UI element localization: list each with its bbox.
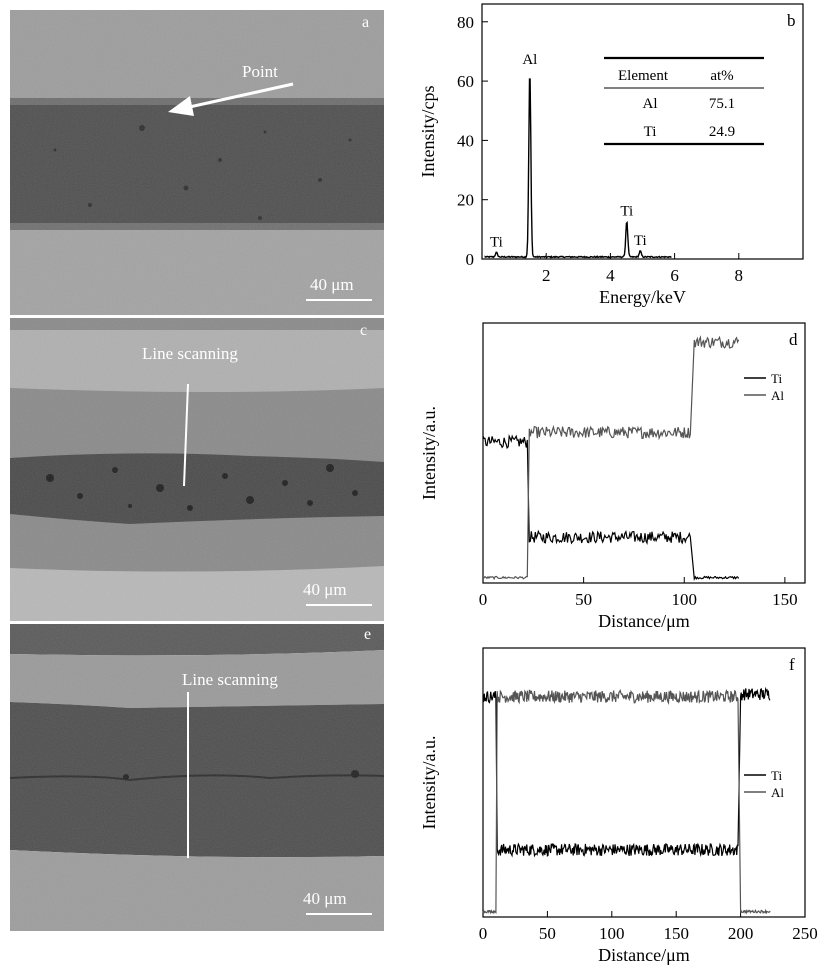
line-scan-c: [183, 383, 189, 487]
x-axis-label-b: Energy/keV: [599, 287, 686, 307]
y-tick-label-b: 20: [457, 191, 474, 210]
y-tick-label-b: 80: [457, 13, 474, 32]
series-line-al-d: [482, 335, 740, 581]
point-annotation: Point: [242, 62, 278, 81]
legend-label-ti-f: Ti: [771, 768, 782, 783]
table-header-element: Element: [618, 68, 669, 84]
x-tick-label-d: 100: [672, 590, 698, 609]
series-line-ti-f: [482, 686, 771, 858]
x-tick-label-f: 150: [663, 924, 689, 943]
panel-label-b: b: [787, 11, 796, 30]
x-tick-label-f: 100: [599, 924, 625, 943]
y-tick-label-b: 60: [457, 72, 474, 91]
plot-frame-d: [482, 322, 806, 584]
y-tick-label-b: 0: [466, 250, 475, 269]
x-tick-label-b: 6: [670, 266, 679, 285]
table-cell-at: 75.1: [709, 96, 735, 112]
peak-label-al: Al: [522, 52, 537, 68]
x-tick-label-b: 4: [606, 266, 615, 285]
peak-label-ti: Ti: [490, 235, 503, 251]
legend-label-ti-d: Ti: [771, 371, 782, 386]
sem-micrograph-a: [10, 10, 384, 315]
peak-label-ti: Ti: [634, 233, 647, 249]
point-arrowhead: [168, 96, 194, 116]
x-tick-label-f: 200: [728, 924, 754, 943]
scale-bar-label-c: 40 μm: [303, 580, 347, 599]
panel-label-f: f: [789, 655, 795, 674]
y-axis-label-b: Intensity/cps: [418, 86, 438, 178]
table-header-at: at%: [710, 68, 733, 84]
y-axis-label-d: Intensity/a.u.: [419, 406, 439, 500]
x-axis-label-d: Distance/μm: [598, 611, 690, 631]
panel-label-e: e: [364, 626, 372, 643]
x-tick-label-f: 50: [539, 924, 556, 943]
x-tick-label-d: 150: [772, 590, 798, 609]
point-arrow: [184, 82, 294, 110]
peak-label-ti: Ti: [620, 203, 633, 219]
spectrum-line: [484, 78, 672, 259]
line-scan-annotation-e: Line scanning: [182, 670, 278, 689]
sem-image-e: e Line scanning 40 μm: [10, 624, 384, 931]
legend-label-al-d: Al: [771, 388, 784, 403]
x-tick-label-b: 8: [735, 266, 744, 285]
table-cell-element: Ti: [644, 124, 657, 140]
panel-label-a: a: [362, 14, 370, 31]
panel-label-d: d: [789, 330, 798, 349]
sem-image-c: c Line scanning 40 μm: [10, 318, 384, 621]
x-tick-label-d: 50: [575, 590, 592, 609]
x-tick-label-f: 0: [479, 924, 488, 943]
panel-label-c: c: [360, 322, 368, 339]
plot-frame-f: [482, 647, 806, 918]
scale-bar-label-a: 40 μm: [310, 275, 354, 294]
y-axis-label-f: Intensity/a.u.: [419, 736, 439, 830]
series-line-ti-d: [482, 433, 740, 581]
sem-micrograph-c: [10, 318, 384, 621]
sem-image-a: a Point 40 μm: [10, 10, 384, 315]
x-tick-label-f: 250: [792, 924, 818, 943]
y-tick-label-b: 40: [457, 131, 474, 150]
x-axis-label-f: Distance/μm: [598, 945, 690, 965]
plot-frame-b: [481, 3, 804, 260]
x-tick-label-b: 2: [542, 266, 551, 285]
table-cell-element: Al: [643, 96, 658, 112]
sem-micrograph-e: [10, 624, 384, 931]
x-tick-label-d: 0: [479, 590, 488, 609]
line-scan-annotation-c: Line scanning: [142, 344, 238, 363]
scale-bar-label-e: 40 μm: [303, 889, 347, 908]
legend-label-al-f: Al: [771, 785, 784, 800]
series-line-al-f: [482, 688, 771, 915]
table-cell-at: 24.9: [709, 124, 735, 140]
